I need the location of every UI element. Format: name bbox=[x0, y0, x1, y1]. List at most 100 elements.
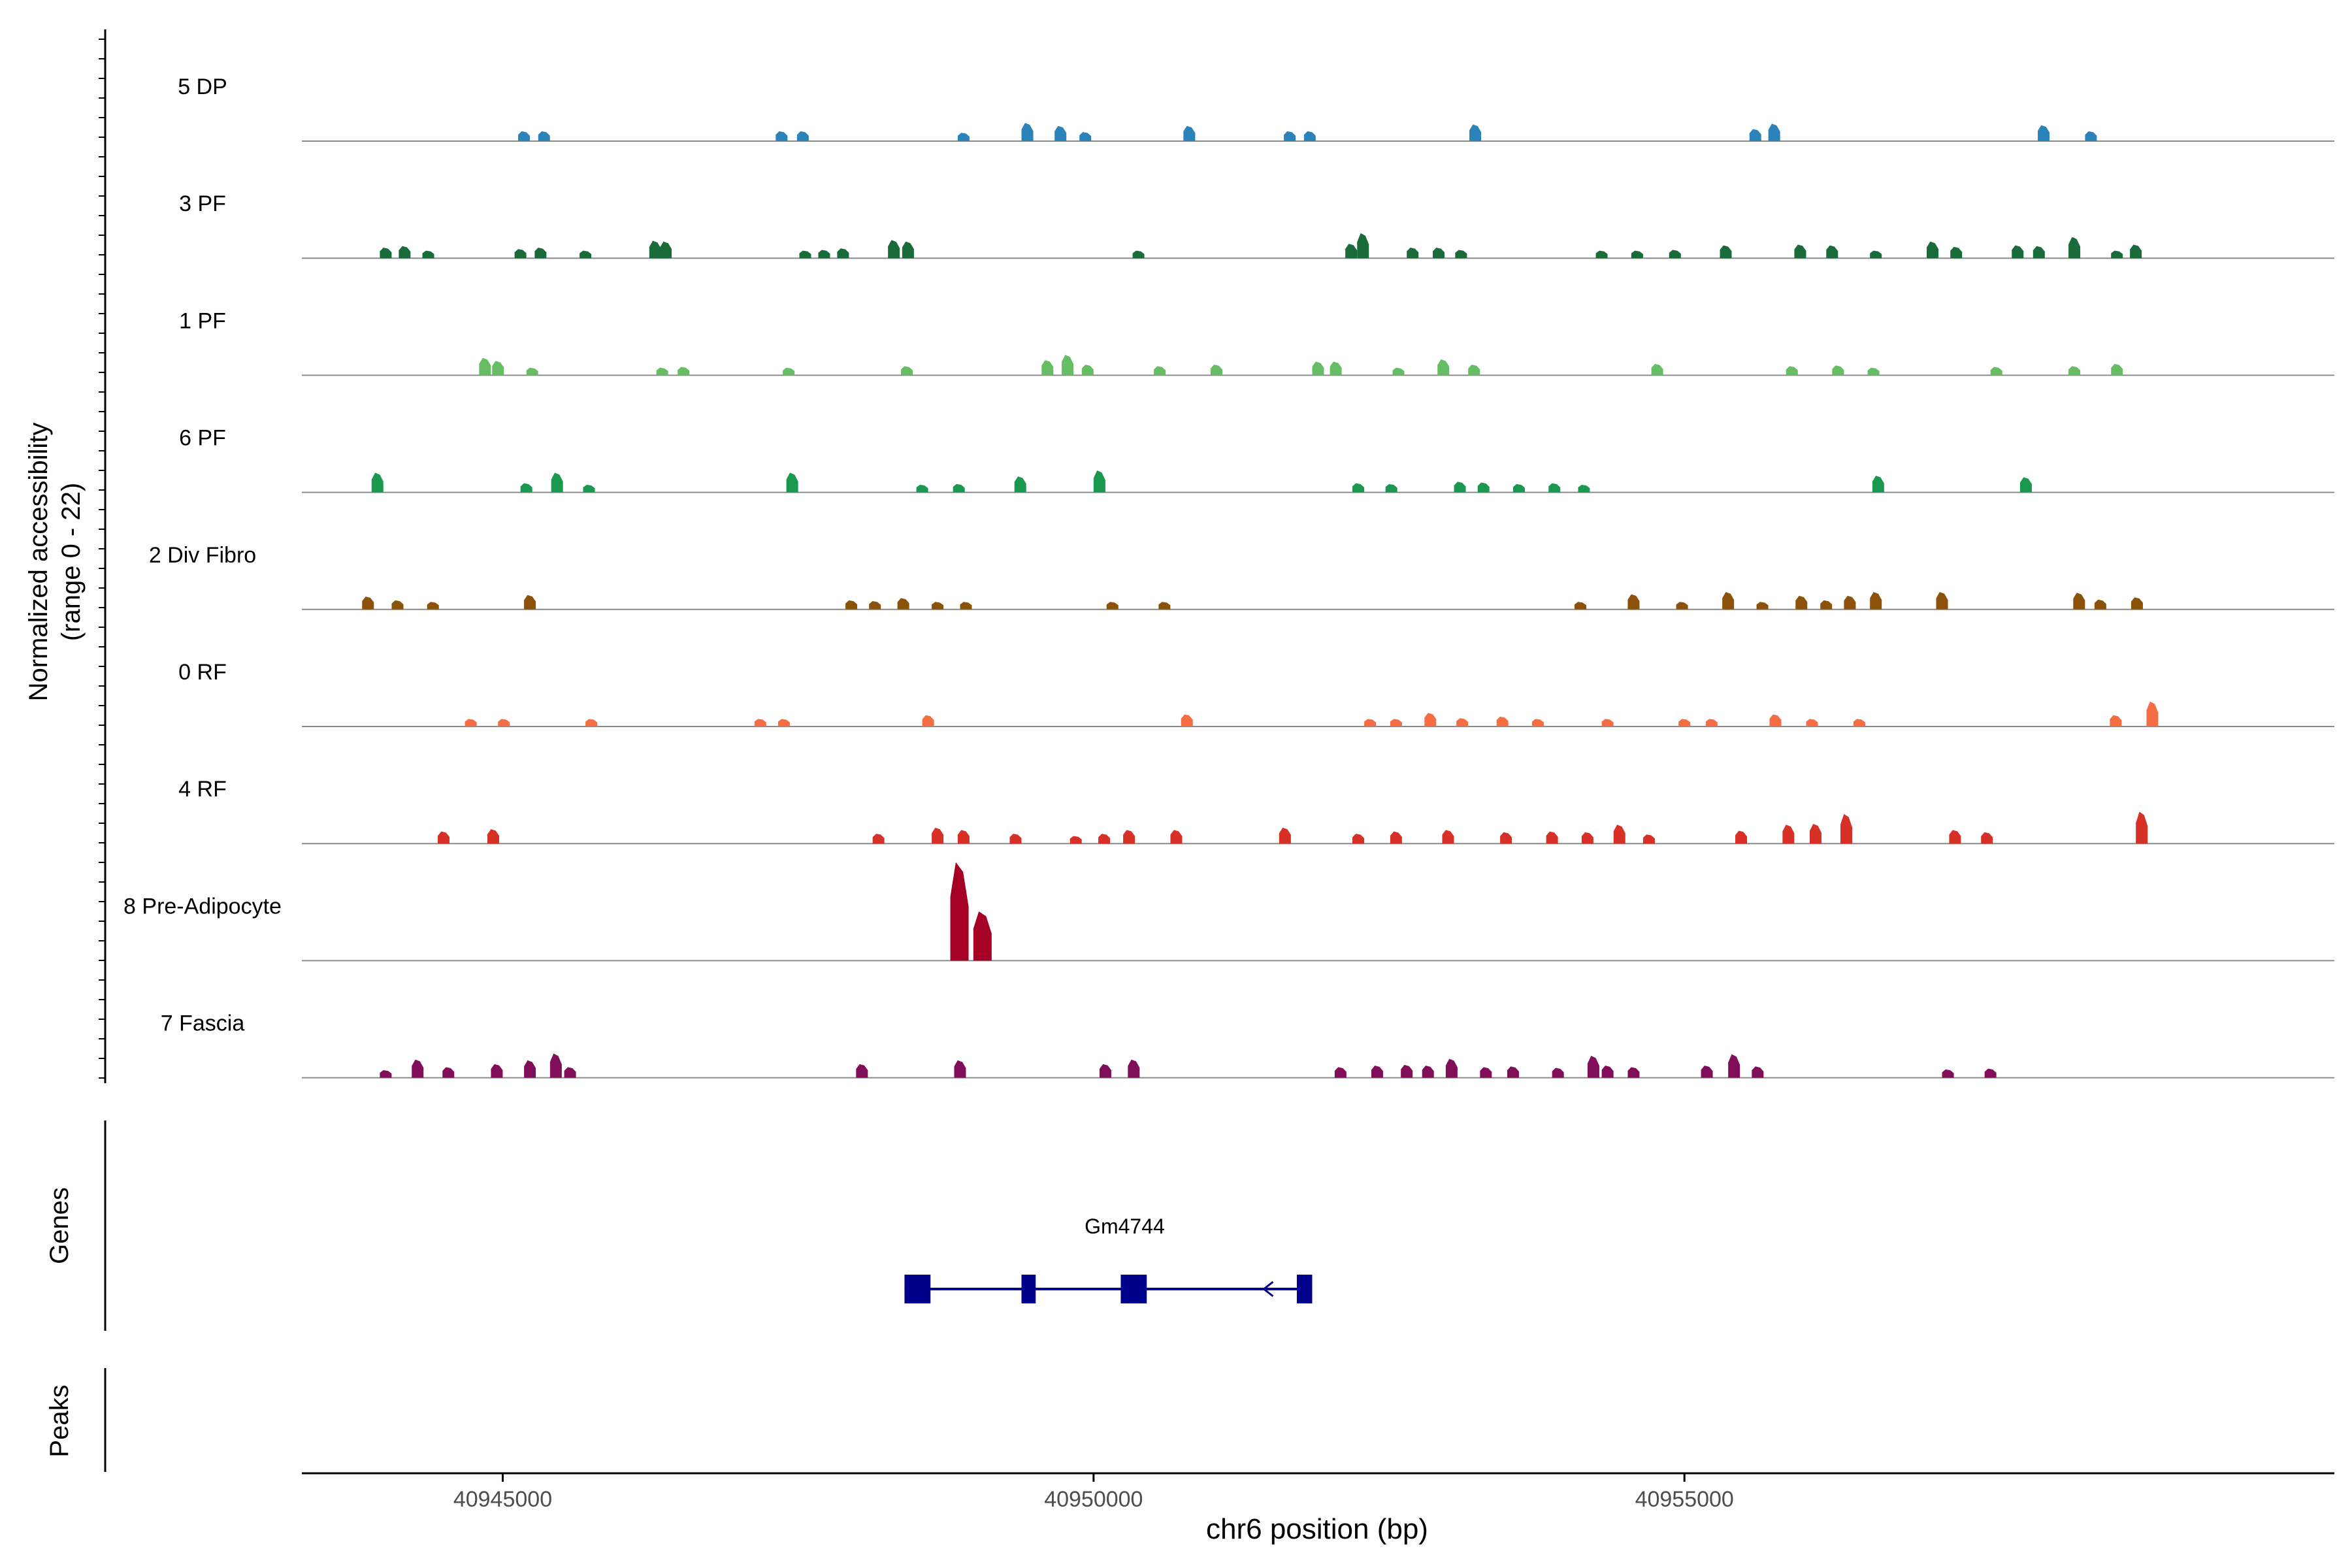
coverage-peak bbox=[549, 1053, 562, 1078]
coverage-peak bbox=[957, 133, 970, 141]
track-label: 5 DP bbox=[178, 74, 227, 99]
track-label: 7 Fascia bbox=[161, 1011, 245, 1036]
coverage-peak bbox=[438, 831, 450, 844]
coverage-peak bbox=[1587, 1055, 1599, 1078]
coverage-peak bbox=[1853, 719, 1865, 727]
coverage-peak bbox=[534, 247, 547, 259]
coverage-peak bbox=[371, 472, 384, 493]
coverage-peak bbox=[1477, 482, 1490, 493]
coverage-peak bbox=[1581, 832, 1593, 844]
coverage-peak bbox=[901, 366, 913, 376]
coverage-peak bbox=[2136, 811, 2148, 844]
track-label: 3 PF bbox=[179, 191, 226, 216]
coverage-peak bbox=[1456, 718, 1469, 727]
coverage-peak bbox=[1601, 719, 1614, 727]
coverage-peak bbox=[2019, 477, 2032, 493]
coverage-peak bbox=[362, 596, 374, 610]
coverage-peak bbox=[412, 1059, 424, 1078]
coverage-peak bbox=[1284, 131, 1296, 141]
coverage-peak bbox=[2085, 131, 2097, 141]
coverage-peak bbox=[1469, 124, 1482, 141]
coverage-peak bbox=[2110, 715, 2122, 727]
coverage-peak bbox=[1445, 1058, 1458, 1078]
coverage-peak bbox=[585, 719, 598, 727]
coverage-peak bbox=[872, 834, 885, 844]
coverage-peak bbox=[1795, 595, 1808, 610]
coverage-peak bbox=[1500, 832, 1512, 844]
coverage-peak bbox=[479, 357, 491, 376]
coverage-peak bbox=[902, 241, 914, 259]
coverage-peak bbox=[1158, 602, 1171, 610]
coverage-peak bbox=[754, 719, 766, 727]
coverage-peak bbox=[2111, 364, 2123, 376]
coverage-peak bbox=[1752, 1066, 1764, 1078]
coverage-peak bbox=[1981, 832, 1993, 844]
coverage-peak bbox=[1352, 483, 1364, 493]
coverage-peak bbox=[1870, 592, 1882, 610]
coverage-peak bbox=[1123, 830, 1135, 844]
coverage-peak bbox=[1424, 713, 1437, 727]
track-2-div-fibro: 2 Div Fibro bbox=[149, 543, 2334, 610]
coverage-peak bbox=[1014, 476, 1026, 493]
x-axis-ticks: 40945000 40950000 40955000 bbox=[453, 1473, 1734, 1512]
coverage-peak bbox=[818, 250, 830, 259]
coverage-peak bbox=[520, 483, 532, 493]
gene-name-label: Gm4744 bbox=[1085, 1215, 1165, 1238]
coverage-peak bbox=[1840, 813, 1852, 844]
coverage-peak bbox=[442, 1067, 455, 1078]
y-axis-title: Normalized accessibility (range 0 - 22) bbox=[24, 423, 86, 702]
track-3-pf: 3 PF bbox=[179, 191, 2334, 259]
coverage-peak bbox=[2146, 701, 2159, 727]
coverage-peak bbox=[1950, 246, 1963, 259]
coverage-peak bbox=[1432, 247, 1445, 259]
coverage-peak bbox=[1062, 355, 1074, 376]
track-5-dp: 5 DP bbox=[178, 74, 2334, 142]
coverage-peak bbox=[1132, 250, 1145, 259]
coverage-peak bbox=[1352, 834, 1364, 844]
coverage-peak bbox=[1401, 1064, 1413, 1078]
coverage-peak bbox=[551, 472, 563, 493]
coverage-peak bbox=[518, 131, 531, 141]
coverage-peak bbox=[1820, 600, 1833, 610]
coverage-peak bbox=[1303, 131, 1316, 141]
coverage-peak bbox=[954, 1060, 966, 1078]
coverage-peak bbox=[845, 600, 858, 610]
coverage-peak bbox=[1128, 1059, 1140, 1078]
coverage-peak bbox=[1546, 831, 1558, 844]
coverage-peak bbox=[1364, 719, 1377, 727]
coverage-peak bbox=[1984, 1068, 1997, 1078]
track-1-pf: 1 PF bbox=[179, 308, 2334, 376]
x-axis-title: chr6 position (bp) bbox=[1206, 1513, 1428, 1545]
coverage-peak bbox=[1786, 366, 1798, 376]
strand-arrow-icon bbox=[1262, 1281, 1274, 1298]
coverage-peak bbox=[1949, 830, 1961, 844]
coverage-peak bbox=[1021, 123, 1034, 141]
coverage-peak bbox=[796, 131, 809, 141]
coverage-peak bbox=[1809, 824, 1821, 844]
coverage-peak bbox=[856, 1064, 868, 1078]
x-tick-label: 40950000 bbox=[1044, 1487, 1143, 1512]
coverage-peak bbox=[399, 246, 411, 259]
coverage-peak bbox=[1334, 1067, 1347, 1078]
coverage-peak bbox=[1927, 241, 1939, 259]
coverage-peak bbox=[1936, 592, 1948, 610]
coverage-peak bbox=[524, 595, 536, 610]
coverage-peak bbox=[564, 1067, 576, 1078]
coverage-peak bbox=[1832, 365, 1844, 376]
coverage-peak bbox=[1678, 719, 1691, 727]
coverage-peak bbox=[1769, 714, 1782, 727]
coverage-peak bbox=[1720, 245, 1732, 259]
coverage-peak bbox=[1867, 367, 1880, 376]
gene-model bbox=[904, 1275, 1313, 1303]
coverage-peak bbox=[1826, 245, 1838, 259]
coverage-peak bbox=[1627, 594, 1640, 610]
coverage-peak bbox=[1093, 470, 1105, 493]
track-0-rf: 0 RF bbox=[178, 660, 2334, 727]
coverage-peak bbox=[932, 827, 944, 844]
coverage-peak bbox=[869, 601, 881, 610]
coverage-peak bbox=[1054, 125, 1067, 141]
coverage-peak bbox=[422, 250, 434, 259]
coverage-peak bbox=[2012, 245, 2024, 259]
coverage-peak bbox=[888, 240, 900, 259]
coverage-peak bbox=[1701, 1066, 1713, 1078]
